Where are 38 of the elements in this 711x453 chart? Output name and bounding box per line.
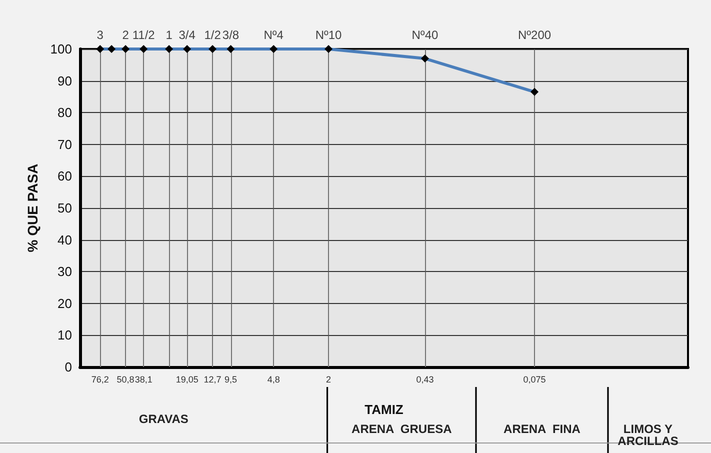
x-tick-label: 19,05	[176, 374, 198, 384]
x-tick-label: 0,075	[523, 374, 546, 384]
y-tick-label: 50	[58, 200, 72, 216]
text: 2	[122, 28, 130, 42]
y-tick-label: 70	[58, 136, 72, 152]
y-tick-label: 0	[64, 360, 72, 374]
text: LIMOS Y ARCILLAS	[618, 422, 678, 448]
text: 1/2	[204, 28, 222, 42]
y-tick-label: 30	[58, 264, 72, 280]
text: 11/2	[132, 28, 156, 42]
y-tick-label: 10	[58, 328, 72, 343]
x-tick-label: 4,8	[267, 374, 280, 384]
x-tick-label: 0,43	[416, 374, 434, 384]
y-tick-label: 90	[58, 73, 72, 88]
y-tick-label: 60	[58, 168, 72, 184]
text: 1	[166, 28, 173, 42]
text: GRAVAS	[138, 412, 188, 426]
text: ARENA FINA	[504, 422, 581, 436]
x-tick-label: 38,1	[134, 374, 152, 384]
text: 3/8	[222, 28, 240, 42]
x-tick-label: 12,7	[204, 374, 222, 384]
text: Nº10	[315, 28, 342, 42]
text: Nº40	[412, 28, 438, 42]
x-tick-label: 76,2	[91, 374, 109, 384]
x-tick-label: 2	[326, 374, 332, 384]
text: ARENA GRUESA	[352, 422, 452, 436]
x-tick-label: 9,5	[224, 374, 238, 384]
text: 3/4	[178, 28, 196, 42]
text: Nº4	[264, 28, 284, 42]
x-axis-title: TAMIZ	[364, 402, 404, 417]
text: 3	[96, 28, 104, 42]
y-axis-title: % QUE PASA	[24, 164, 40, 252]
y-tick-label: 100	[50, 42, 72, 56]
y-tick-label: 20	[58, 296, 72, 311]
text: Nº200	[518, 28, 552, 42]
x-tick-label: 50,8	[116, 374, 134, 384]
y-tick-label: 40	[58, 232, 72, 248]
y-tick-label: 80	[58, 105, 72, 120]
